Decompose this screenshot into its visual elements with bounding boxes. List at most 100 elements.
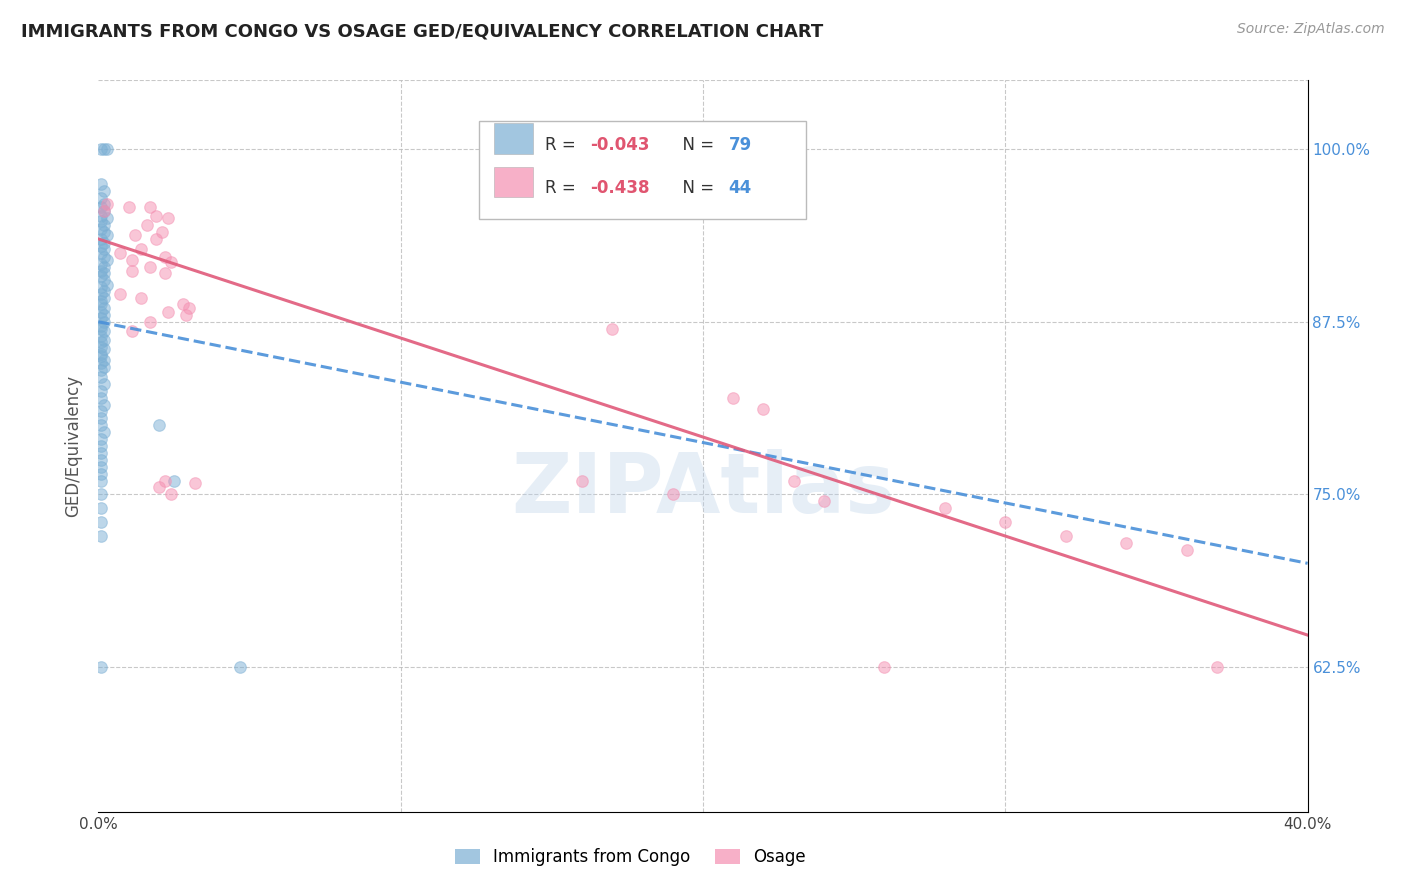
Point [90,264,112,278]
Point [90,310,112,325]
Point [93,236,115,251]
Point [93,197,115,211]
Point [1175,542,1198,557]
Point [129,242,152,256]
Text: R =: R = [544,136,581,153]
Point [124,227,146,242]
Point [90,305,112,319]
Point [602,321,624,335]
Point [96,252,118,267]
FancyBboxPatch shape [479,120,806,219]
Point [145,209,167,223]
Point [179,301,201,315]
Point [96,277,118,292]
Point [148,418,170,433]
Point [121,252,143,267]
Point [93,308,115,322]
Point [93,267,115,281]
Text: N =: N = [672,136,718,153]
Text: Source: ZipAtlas.com: Source: ZipAtlas.com [1237,22,1385,37]
Point [90,294,112,309]
Point [723,391,745,405]
FancyBboxPatch shape [494,123,533,154]
Point [129,291,152,305]
Point [96,211,118,226]
Point [90,467,112,481]
Point [153,474,176,488]
Point [135,218,157,232]
Point [90,529,112,543]
Point [150,225,173,239]
Point [93,425,115,440]
Point [90,474,112,488]
Point [139,260,162,274]
Point [934,501,956,516]
Point [93,204,115,219]
Point [93,218,115,232]
Point [90,363,112,377]
Point [1115,535,1137,549]
Point [93,204,115,219]
Point [93,273,115,287]
Point [90,515,112,529]
Point [90,346,112,360]
Point [90,328,112,343]
Point [163,474,186,488]
Point [90,222,112,236]
Point [90,356,112,370]
Text: -0.043: -0.043 [591,136,650,153]
Point [90,391,112,405]
Point [90,384,112,398]
Point [93,333,115,347]
Point [93,291,115,305]
Point [93,353,115,368]
Point [96,197,118,211]
Point [813,494,835,508]
Point [96,227,118,242]
Legend: Immigrants from Congo, Osage: Immigrants from Congo, Osage [449,841,813,873]
Point [571,474,593,488]
Point [90,452,112,467]
Point [90,432,112,446]
Point [174,308,197,322]
Point [90,487,112,501]
Point [93,242,115,256]
Point [93,250,115,264]
Point [108,245,131,260]
Point [156,305,179,319]
Text: 79: 79 [728,136,752,153]
Point [93,325,115,339]
Point [93,398,115,412]
Point [90,142,112,156]
Point [90,239,112,253]
Point [118,200,141,214]
Point [90,459,112,474]
Point [160,255,183,269]
Point [783,474,806,488]
Point [661,487,683,501]
Point [90,280,112,294]
Point [1054,529,1077,543]
Point [93,184,115,198]
Point [90,214,112,228]
Point [121,325,143,339]
Point [994,515,1017,529]
Point [90,245,112,260]
Point [90,297,112,311]
Point [153,250,176,264]
Text: IMMIGRANTS FROM CONGO VS OSAGE GED/EQUIVALENCY CORRELATION CHART: IMMIGRANTS FROM CONGO VS OSAGE GED/EQUIV… [21,22,824,40]
Point [90,349,112,363]
Point [90,446,112,460]
Point [90,411,112,425]
Point [229,660,252,674]
Point [172,297,194,311]
Point [90,191,112,205]
Point [93,360,115,375]
Point [90,501,112,516]
Point [93,301,115,315]
Point [1206,660,1229,674]
Point [93,343,115,357]
Point [90,232,112,246]
Point [96,142,118,156]
Text: ZIPAtlas: ZIPAtlas [510,450,896,531]
